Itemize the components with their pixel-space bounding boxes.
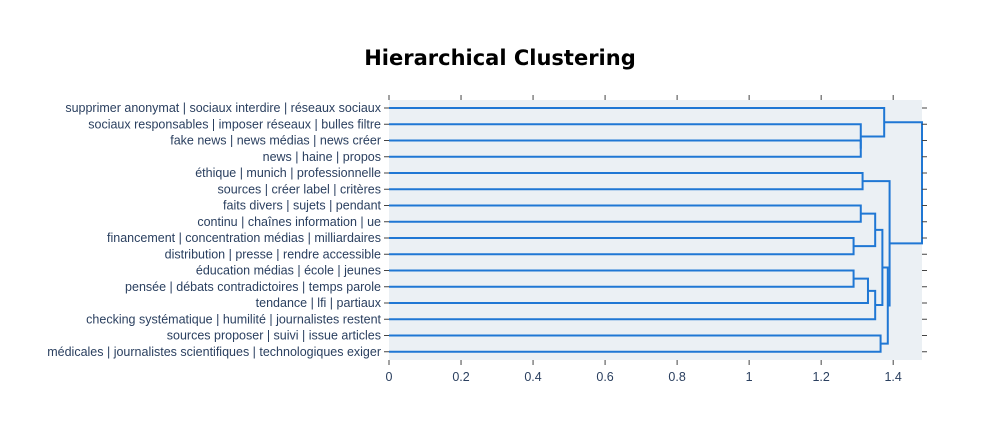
dendrogram-link — [880, 266, 889, 345]
chart-title: Hierarchical Clustering — [364, 46, 636, 70]
x-tick-label: 0.2 — [452, 370, 469, 384]
x-tick-label: 0 — [386, 370, 393, 384]
dendrogram-links — [389, 107, 923, 353]
axis-ticks — [384, 95, 927, 365]
leaf-label: éducation médias | école | jeunes — [196, 264, 381, 278]
leaf-label: fake news | news médias | news créer — [170, 134, 381, 148]
x-tick-label: 1 — [746, 370, 753, 384]
dendrogram-link — [389, 289, 877, 321]
x-tick-label: 0.4 — [524, 370, 541, 384]
leaf-label: sources proposer | suivi | issue article… — [167, 329, 381, 343]
x-tick-label: 1.4 — [884, 370, 901, 384]
dendrogram-link — [389, 204, 862, 223]
leaf-label: pensée | débats contradictoires | temps … — [125, 280, 381, 294]
leaf-label: éthique | munich | professionnelle — [195, 166, 381, 180]
leaf-label: supprimer anonymat | sociaux interdire |… — [65, 101, 381, 115]
plot-background — [389, 100, 922, 360]
leaf-label: sociaux responsables | imposer réseaux |… — [88, 117, 381, 131]
dendrogram-link — [875, 228, 884, 307]
dendrogram-link — [389, 334, 882, 353]
x-tick-label: 0.8 — [668, 370, 685, 384]
leaf-label: continu | chaînes information | ue — [197, 215, 381, 229]
leaf-labels: supprimer anonymat | sociaux interdire |… — [47, 101, 382, 359]
x-tick-label: 0.6 — [596, 370, 613, 384]
leaf-label: distribution | presse | rendre accessibl… — [165, 247, 381, 261]
x-tick-labels: 0 0.2 0.4 0.6 0.8 1 1.2 1.4 — [386, 370, 902, 384]
leaf-label: faits divers | sujets | pendant — [223, 199, 381, 213]
leaf-label: médicales | journalistes scientifiques |… — [47, 345, 381, 359]
dendrogram-link — [389, 269, 855, 288]
dendrogram-link — [389, 237, 855, 256]
dendrogram-link — [389, 123, 862, 149]
leaf-label: financement | concentration médias | mil… — [107, 231, 381, 245]
x-tick-label: 1.2 — [812, 370, 829, 384]
leaf-label: checking systématique | humilité | journ… — [86, 312, 381, 326]
leaf-label: sources | créer label | critères — [218, 182, 382, 196]
dendrogram-link — [853, 212, 877, 248]
leaf-label: news | haine | propos — [263, 150, 381, 164]
dendrogram-link — [884, 121, 923, 245]
leaf-label: tendance | lfi | partiaux — [256, 296, 382, 310]
